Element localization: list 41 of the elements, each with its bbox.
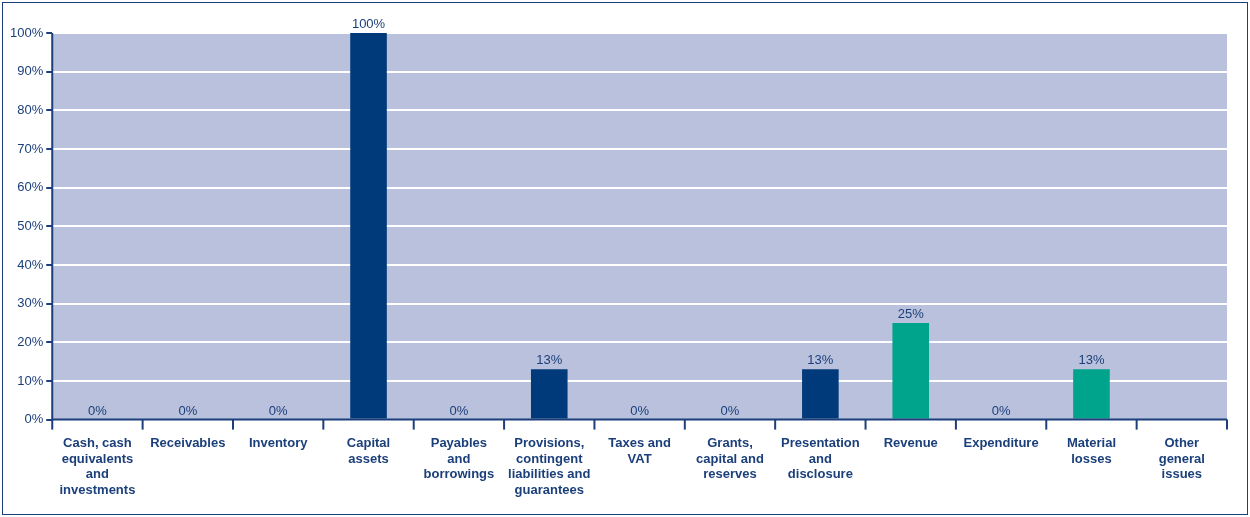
data-label: 13% bbox=[536, 352, 563, 368]
x-tick-label: Receivables bbox=[150, 434, 226, 450]
data-label: 0% bbox=[178, 402, 198, 418]
y-tick-label: 20% bbox=[17, 333, 44, 349]
data-label: 13% bbox=[807, 352, 834, 368]
x-tick-label: Presentation and disclosure bbox=[780, 434, 860, 482]
data-label: 100% bbox=[351, 16, 386, 32]
data-label: 0% bbox=[449, 402, 469, 418]
bar bbox=[802, 369, 839, 419]
bar bbox=[530, 369, 568, 419]
y-tick-label: 90% bbox=[17, 63, 44, 79]
y-tick-label: 50% bbox=[17, 217, 44, 233]
x-tick-label: Revenue bbox=[883, 434, 938, 450]
x-tick-label: Taxes and VAT bbox=[608, 434, 671, 466]
data-label: 0% bbox=[630, 402, 650, 418]
y-tick-label: 60% bbox=[17, 179, 44, 195]
data-label: 13% bbox=[1078, 352, 1105, 368]
bar bbox=[350, 33, 387, 419]
x-tick-label: Capital assets bbox=[346, 434, 391, 466]
data-label: 0% bbox=[88, 402, 108, 418]
x-tick-label: Cash, cash equivalents and investments bbox=[59, 434, 136, 497]
y-tick-label: 80% bbox=[17, 101, 44, 117]
bar bbox=[1073, 369, 1110, 419]
x-tick-label: Expenditure bbox=[963, 434, 1039, 450]
x-tick-label: Material losses bbox=[1066, 434, 1117, 466]
data-label: 0% bbox=[991, 402, 1011, 418]
data-label: 0% bbox=[720, 402, 740, 418]
y-tick-label: 10% bbox=[17, 372, 44, 388]
y-tick-label: 70% bbox=[17, 140, 44, 156]
x-tick-label: Inventory bbox=[248, 434, 309, 450]
y-tick-label: 30% bbox=[17, 295, 44, 311]
y-tick-label: 40% bbox=[17, 256, 44, 272]
y-tick-label: 0% bbox=[24, 411, 44, 427]
x-tick-label: Provisions, contingent liabilities and guarantees bbox=[508, 434, 591, 497]
y-tick-label: 100% bbox=[10, 24, 44, 40]
x-tick-label: Grants, capital and reserves bbox=[696, 434, 764, 482]
x-tick-label: Payables and borrowings bbox=[423, 434, 495, 482]
data-label: 25% bbox=[897, 306, 925, 322]
bar bbox=[892, 322, 930, 419]
x-tick-label: Other general issues bbox=[1158, 434, 1205, 482]
data-label: 0% bbox=[268, 402, 288, 418]
